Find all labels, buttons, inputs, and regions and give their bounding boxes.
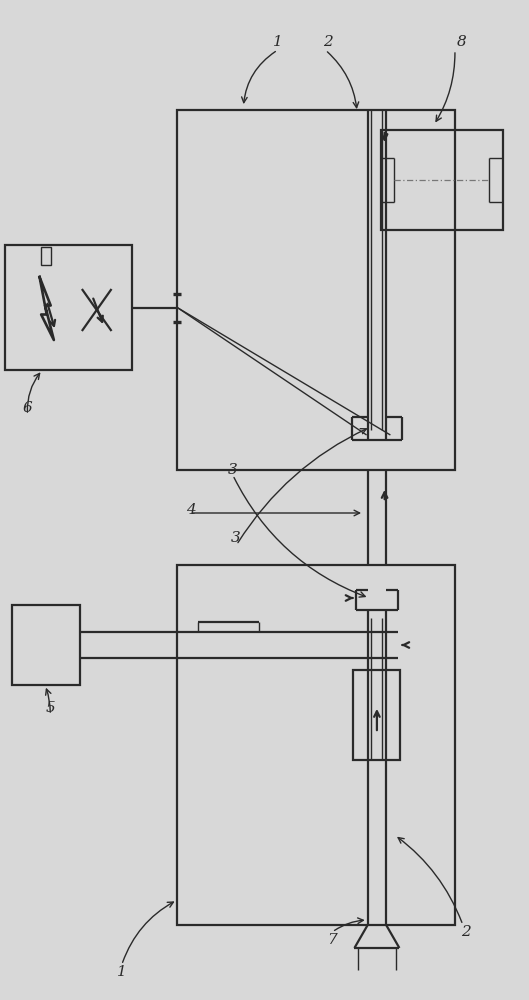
Bar [177, 110, 455, 470]
Bar [353, 670, 400, 760]
Bar [41, 247, 51, 265]
Text: 5: 5 [45, 701, 55, 715]
Text: 6: 6 [23, 401, 32, 415]
Text: 1: 1 [117, 965, 126, 979]
Bar [177, 565, 455, 925]
Text: 3: 3 [228, 463, 238, 477]
Text: 3: 3 [231, 531, 240, 545]
Text: 1: 1 [273, 35, 282, 49]
Text: 4: 4 [186, 503, 195, 517]
Text: 8: 8 [457, 35, 466, 49]
Text: 7: 7 [327, 933, 337, 947]
Bar [12, 605, 80, 685]
Bar [381, 130, 503, 230]
Bar [5, 245, 132, 370]
Text: 2: 2 [461, 925, 470, 939]
Text: 2: 2 [323, 35, 333, 49]
